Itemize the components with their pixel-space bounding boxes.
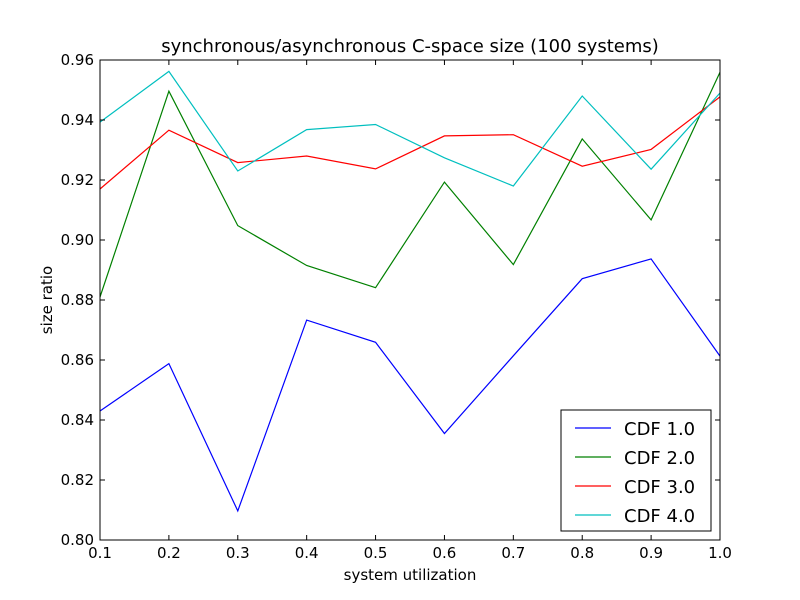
y-tick-label: 0.88: [61, 291, 94, 309]
ticks-layer: 0.1 0.2 0.3 0.4 0.5 0.6 0.7 0.8 0.9 1.0 0.80 0.82 0.…: [61, 51, 732, 562]
legend-label-cdf-3: CDF 3.0: [624, 477, 695, 498]
legend-label-cdf-2: CDF 2.0: [624, 448, 695, 469]
y-tick-label: 0.92: [61, 171, 94, 189]
y-tick-label: 0.96: [61, 51, 94, 69]
x-tick-label: 0.3: [226, 544, 250, 562]
x-tick-label: 1.0: [708, 544, 732, 562]
legend-label-cdf-1: CDF 1.0: [624, 419, 695, 440]
x-axis-label: system utilization: [344, 566, 477, 584]
y-tick-label: 0.86: [61, 351, 94, 369]
series-line-cdf-2: [99, 72, 721, 298]
y-tick-label: 0.82: [61, 471, 94, 489]
y-axis-label: size ratio: [38, 266, 56, 334]
y-tick-label: 0.94: [61, 111, 94, 129]
x-tick-label: 0.8: [570, 544, 594, 562]
x-tick-label: 0.9: [639, 544, 663, 562]
series-line-cdf-4: [99, 70, 721, 187]
legend-label-cdf-4: CDF 4.0: [624, 506, 695, 527]
series-line-cdf-3: [99, 96, 721, 190]
x-tick-label: 0.5: [364, 544, 388, 562]
series-layer: [99, 70, 721, 513]
chart-title: synchronous/asynchronous C-space size (1…: [161, 36, 659, 57]
x-tick-label: 0.2: [157, 544, 181, 562]
x-tick-label: 0.4: [295, 544, 319, 562]
x-tick-label: 0.6: [433, 544, 457, 562]
y-tick-label: 0.90: [61, 231, 94, 249]
y-tick-label: 0.84: [61, 411, 94, 429]
series-line-cdf-1: [99, 258, 721, 513]
x-tick-label: 0.1: [88, 544, 112, 562]
x-tick-label: 0.7: [501, 544, 525, 562]
y-tick-label: 0.80: [61, 531, 94, 549]
legend-box: [560, 409, 712, 532]
legend: CDF 1.0 CDF 2.0 CDF 3.0 CDF 4.0: [560, 409, 712, 532]
